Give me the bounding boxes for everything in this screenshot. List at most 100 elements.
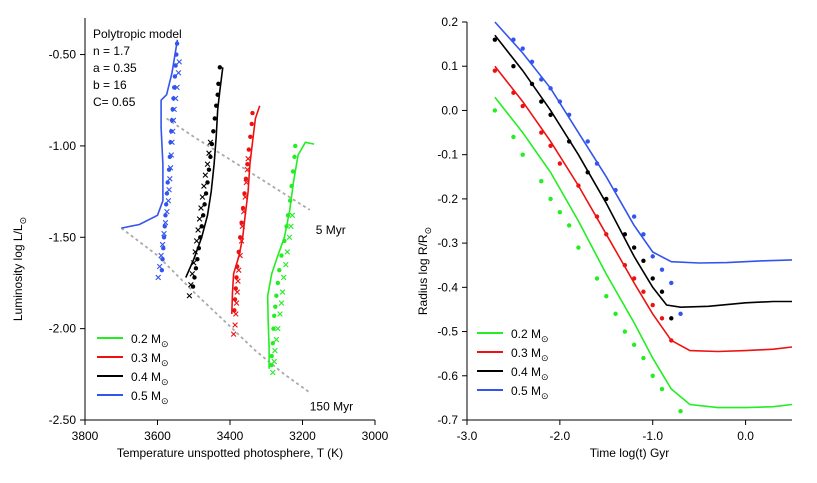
data-point bbox=[650, 254, 655, 259]
data-point bbox=[293, 143, 298, 149]
data-point bbox=[159, 267, 165, 273]
cross-point bbox=[193, 238, 200, 244]
data-point bbox=[236, 249, 241, 255]
data-point bbox=[529, 59, 535, 64]
data-point bbox=[539, 77, 544, 82]
series-line bbox=[494, 21, 793, 264]
y-tick-label: -2.50 bbox=[49, 413, 77, 427]
data-point bbox=[202, 202, 207, 207]
data-point bbox=[282, 238, 287, 244]
data-point bbox=[641, 258, 646, 263]
cross-point bbox=[186, 292, 193, 299]
data-point bbox=[511, 134, 516, 140]
cross-point bbox=[169, 139, 175, 146]
y-tick-label: 0.2 bbox=[441, 15, 458, 29]
cross-point bbox=[272, 347, 278, 354]
series-0.5 bbox=[121, 39, 183, 281]
data-point bbox=[284, 224, 289, 229]
data-point bbox=[273, 304, 278, 309]
data-point bbox=[631, 245, 637, 250]
data-point bbox=[631, 276, 637, 281]
data-point bbox=[160, 257, 165, 262]
data-point bbox=[232, 297, 238, 302]
cross-point bbox=[280, 274, 287, 281]
cross-point bbox=[188, 281, 194, 288]
data-point bbox=[198, 235, 203, 240]
cross-point bbox=[196, 216, 203, 222]
y-tick-label: -0.1 bbox=[437, 148, 458, 162]
cross-point bbox=[166, 186, 172, 193]
data-point bbox=[216, 81, 221, 86]
data-point bbox=[650, 276, 655, 281]
series-0.5 bbox=[494, 21, 793, 317]
series-line bbox=[494, 65, 793, 353]
data-point bbox=[566, 112, 572, 118]
y-axis-label: Radius log R/R⊙ bbox=[416, 227, 433, 315]
cross-point bbox=[277, 311, 283, 317]
data-point bbox=[520, 46, 525, 51]
legend-label-sub: ⊙ bbox=[541, 391, 549, 401]
y-axis-label: Luminosity log L/L⊙ bbox=[11, 217, 28, 321]
legend-label: 0.4 M⊙ bbox=[131, 370, 169, 387]
legend-label-sub: ⊙ bbox=[161, 339, 169, 349]
y-tick-label: -0.50 bbox=[49, 48, 77, 62]
data-point bbox=[557, 161, 563, 166]
data-point bbox=[529, 81, 535, 87]
data-point bbox=[557, 99, 563, 104]
data-point bbox=[290, 169, 296, 174]
series-line bbox=[185, 67, 224, 278]
data-point bbox=[613, 311, 618, 317]
data-point bbox=[650, 373, 655, 378]
cross-point bbox=[239, 223, 246, 230]
series-0.4 bbox=[492, 34, 792, 321]
data-point bbox=[631, 342, 637, 348]
data-point bbox=[520, 103, 525, 109]
data-point bbox=[604, 293, 609, 299]
data-point bbox=[548, 143, 553, 149]
cross-point bbox=[204, 161, 211, 167]
data-point bbox=[659, 386, 665, 392]
cross-point bbox=[234, 289, 241, 295]
y-tick-label: -1.00 bbox=[49, 139, 77, 153]
data-point bbox=[269, 353, 274, 359]
data-point bbox=[161, 235, 167, 240]
x-tick-label: 3600 bbox=[144, 429, 171, 443]
data-point bbox=[511, 90, 516, 95]
data-point bbox=[650, 302, 655, 308]
data-point bbox=[539, 130, 544, 135]
x-tick-label: 0.0 bbox=[737, 429, 754, 443]
data-point bbox=[246, 147, 252, 152]
data-point bbox=[203, 191, 209, 196]
data-point bbox=[245, 161, 250, 167]
model-param-text: n = 1.7 bbox=[93, 44, 130, 58]
data-point bbox=[622, 263, 628, 268]
data-point bbox=[248, 134, 253, 139]
cross-point bbox=[233, 300, 240, 306]
cross-point bbox=[242, 194, 249, 200]
legend-label-main: 0.5 M bbox=[131, 389, 161, 403]
series-0.3 bbox=[230, 105, 261, 337]
data-point bbox=[292, 154, 297, 160]
data-point bbox=[566, 139, 572, 144]
series-line bbox=[231, 105, 261, 315]
data-point bbox=[275, 280, 281, 286]
legend-label-main: 0.3 M bbox=[131, 351, 161, 365]
y-tick-label: -2.00 bbox=[49, 322, 77, 336]
data-point bbox=[233, 286, 238, 291]
data-point bbox=[217, 65, 223, 70]
data-point bbox=[235, 264, 240, 269]
data-point bbox=[196, 246, 202, 251]
cross-point bbox=[233, 311, 239, 317]
cross-point bbox=[171, 106, 177, 113]
data-point bbox=[277, 267, 282, 273]
data-point bbox=[641, 232, 646, 237]
y-tick-label: -0.6 bbox=[437, 369, 458, 383]
data-point bbox=[250, 110, 255, 116]
cross-point bbox=[202, 172, 209, 178]
data-point bbox=[659, 289, 665, 294]
model-param-text: b = 16 bbox=[93, 78, 127, 92]
cross-point bbox=[232, 322, 238, 328]
data-point bbox=[613, 187, 618, 193]
data-point bbox=[270, 341, 275, 346]
data-point bbox=[557, 209, 563, 215]
